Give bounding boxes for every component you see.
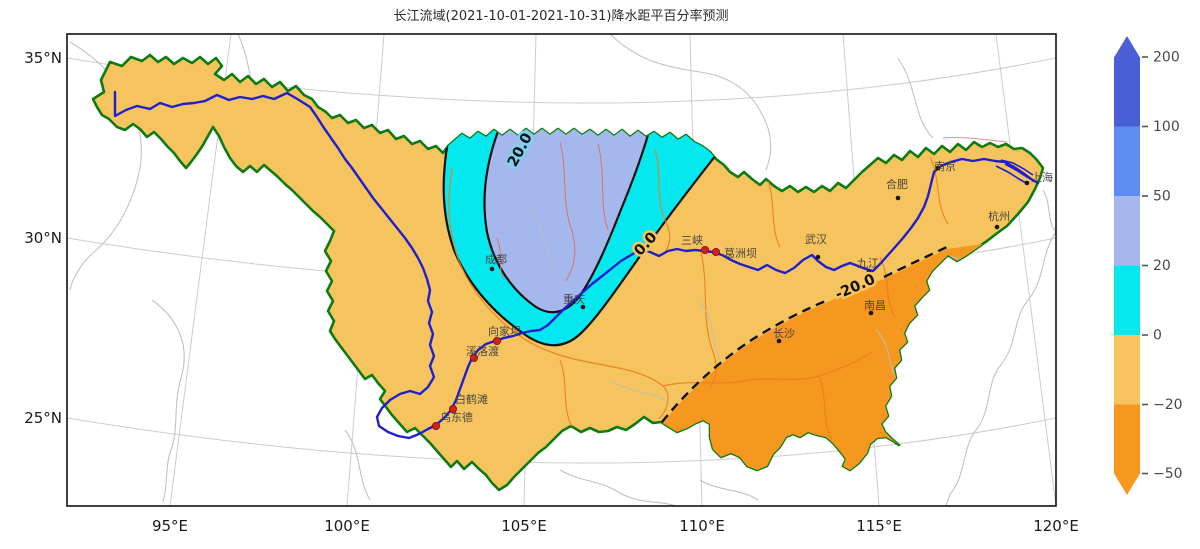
chongqing-dot (580, 304, 586, 310)
hangzhou-dot (994, 224, 1000, 230)
city-label-jiujiang: 九江 (857, 257, 879, 270)
outside-border-red (942, 136, 1008, 143)
nanjing-dot (935, 165, 941, 171)
figure-title: 长江流域(2021-10-01-2021-10-31)降水距平百分率预测 (394, 8, 729, 24)
city-label-hangzhou: 杭州 (988, 209, 1010, 223)
cb-tick-m20: −20 (1153, 397, 1183, 413)
colorbar-band-m50-m20 (1114, 404, 1140, 474)
city-label-chongqing: 重庆 (563, 292, 585, 306)
cb-tick-m50: −50 (1153, 466, 1183, 482)
city-labels: 成都 重庆 武汉 九江 南昌 长沙 合肥 南京 杭州 上海 (485, 159, 1053, 340)
dam-label-gezhouba: 葛洲坝 (724, 246, 757, 260)
city-label-hefei: 合肥 (886, 177, 908, 191)
city-label-nanchang: 南昌 (864, 299, 886, 312)
colorbar-band-m20-0 (1114, 335, 1140, 405)
wuhan-dot (815, 254, 821, 260)
x-axis: 95°E 100°E 105°E 110°E 115°E 120°E (152, 517, 1079, 535)
dam-labels: 三峡 葛洲坝 向家坝 溪洛渡 白鹤滩 乌东德 (440, 233, 757, 424)
province-borders (448, 149, 949, 442)
city-label-chengdu: 成都 (485, 253, 507, 266)
dam-markers (431, 245, 721, 430)
gezhouba-dot (712, 247, 721, 256)
contour-line-0 (442, 129, 732, 347)
x-tick-110e: 110°E (679, 517, 725, 535)
city-label-wuhan: 武汉 (805, 233, 827, 246)
y-tick-35n: 35°N (24, 49, 62, 67)
dam-label-sanxia: 三峡 (681, 233, 703, 247)
xiangjiaba-dot (492, 336, 501, 345)
plot-frame (66, 33, 1057, 507)
nanchang-dot (868, 310, 874, 316)
cb-tick-50: 50 (1153, 189, 1171, 205)
colorbar-band-100-200 (1114, 57, 1140, 127)
x-tick-115e: 115°E (856, 517, 902, 535)
estuary-channels (995, 159, 1036, 185)
city-label-changsha: 长沙 (773, 327, 795, 340)
y-tick-25n: 25°N (24, 409, 62, 427)
dam-label-wudongde: 乌东德 (440, 410, 473, 424)
changsha-dot (776, 338, 782, 344)
wudongde-dot (431, 421, 440, 430)
baihetan-dot (448, 404, 457, 413)
colorbar-arrow-bottom (1114, 473, 1140, 495)
sanxia-dot (701, 245, 710, 254)
city-label-nanjing: 南京 (934, 159, 956, 173)
city-markers (489, 165, 1030, 344)
cb-tick-0: 0 (1153, 328, 1162, 344)
city-label-shanghai: 上海 (1031, 170, 1053, 184)
chengdu-dot (489, 266, 495, 272)
contour-line-20 (483, 125, 652, 314)
y-tick-30n: 30°N (24, 229, 62, 247)
colorbar-band-20-50 (1114, 196, 1140, 266)
colorbar-tick-marks (1142, 56, 1148, 475)
colorbar-band-50-100 (1114, 126, 1140, 196)
contour-line-minus20 (661, 245, 948, 423)
colorbar-band-0-20 (1114, 265, 1140, 335)
cb-tick-20: 20 (1153, 258, 1171, 274)
shanghai-dot (1024, 180, 1030, 186)
jiujiang-dot (866, 269, 872, 275)
colorbar-arrow-top (1114, 36, 1140, 58)
x-tick-95e: 95°E (152, 517, 188, 535)
x-tick-105e: 105°E (501, 517, 547, 535)
tributary-rivers-red (496, 141, 609, 282)
xiluodu-dot (469, 353, 478, 362)
x-tick-100e: 100°E (324, 517, 370, 535)
colorbar: 200 100 50 20 0 −20 −50 (1114, 36, 1183, 495)
dam-label-xiluodu: 溪洛渡 (466, 344, 499, 358)
cb-tick-200: 200 (1153, 50, 1180, 66)
hefei-dot (895, 195, 901, 201)
colorbar-tick-labels: 200 100 50 20 0 −20 −50 (1153, 50, 1183, 483)
dam-label-baihetan: 白鹤滩 (455, 392, 488, 406)
yangtze-river (113, 90, 1040, 440)
y-axis: 35°N 30°N 25°N (24, 49, 62, 427)
x-tick-120e: 120°E (1033, 517, 1079, 535)
dam-label-xiangjiaba: 向家坝 (488, 324, 521, 338)
cb-tick-100: 100 (1153, 119, 1180, 135)
